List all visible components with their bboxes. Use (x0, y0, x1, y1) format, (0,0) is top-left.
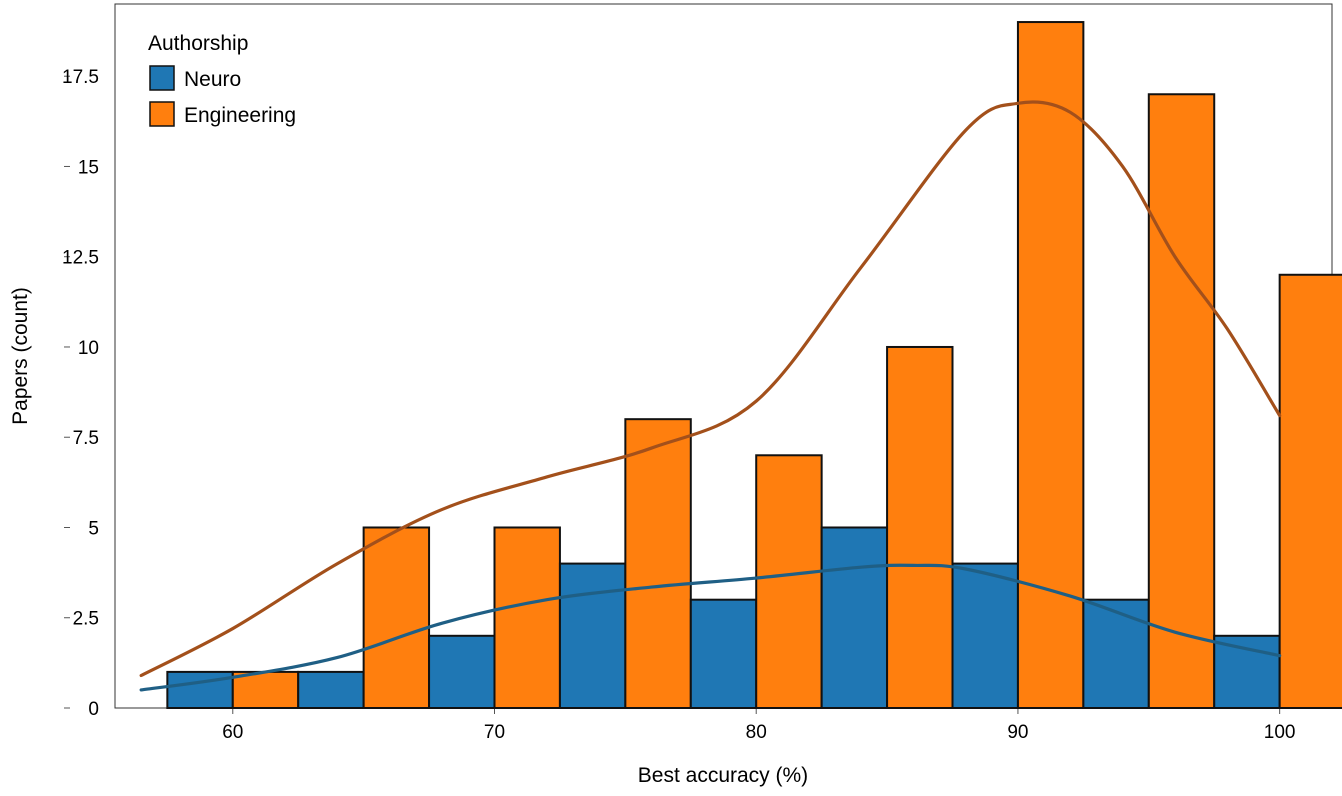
kde-line-engineering (139, 100, 1282, 678)
y-tick-label: 7.5 (73, 428, 99, 449)
legend-title: Authorship (148, 32, 248, 55)
bar-engineering (1278, 273, 1342, 709)
bar-engineering (493, 526, 561, 709)
y-tick-label: 5 (88, 518, 99, 539)
bar-engineering (624, 418, 692, 709)
bar-engineering (1016, 21, 1085, 710)
x-tick-label: 60 (222, 722, 243, 743)
bars-group (166, 21, 1342, 710)
y-axis-label: Papers (count) (9, 287, 32, 425)
bar-neuro (951, 562, 1019, 709)
x-tick-label: 70 (484, 722, 505, 743)
bar-engineering (231, 670, 300, 710)
bar-engineering (362, 526, 431, 709)
legend-label-neuro: Neuro (184, 68, 241, 91)
x-axis-label: Best accuracy (%) (638, 764, 808, 787)
legend-label-engineering: Engineering (184, 104, 296, 127)
bar-engineering (886, 345, 954, 709)
x-tick-label: 90 (1007, 722, 1028, 743)
y-tick-label: 2.5 (73, 609, 99, 630)
bar-engineering (1147, 93, 1216, 709)
legend: Authorship Neuro Engineering (148, 32, 296, 127)
kde-line-neuro (139, 563, 1282, 692)
y-tick-label: 12.5 (62, 248, 99, 269)
kde-lines-group (139, 100, 1282, 692)
bar-neuro (297, 670, 365, 710)
bar-neuro (428, 634, 496, 709)
y-axis: 0 2.5 5 7.5 10 12.5 15 17.5 (62, 67, 99, 720)
x-tick-label: 100 (1264, 722, 1296, 743)
bar-neuro (1213, 634, 1281, 709)
y-tick-label: 0 (88, 699, 99, 720)
plot-area (114, 3, 1333, 709)
legend-items: Neuro Engineering (149, 65, 296, 127)
x-tick-label: 80 (746, 722, 767, 743)
bar-neuro (820, 526, 889, 709)
bar-neuro (558, 562, 627, 709)
bar-engineering (755, 454, 823, 709)
y-tick-label: 17.5 (62, 67, 99, 88)
x-axis: 60 70 80 90 100 (222, 708, 1296, 743)
bar-neuro (1082, 598, 1150, 710)
bar-neuro (689, 598, 758, 710)
y-tick-label: 10 (78, 338, 99, 359)
y-tick-label: 15 (78, 157, 99, 178)
legend-swatch-engineering (149, 101, 175, 127)
legend-swatch-neuro (149, 65, 175, 91)
